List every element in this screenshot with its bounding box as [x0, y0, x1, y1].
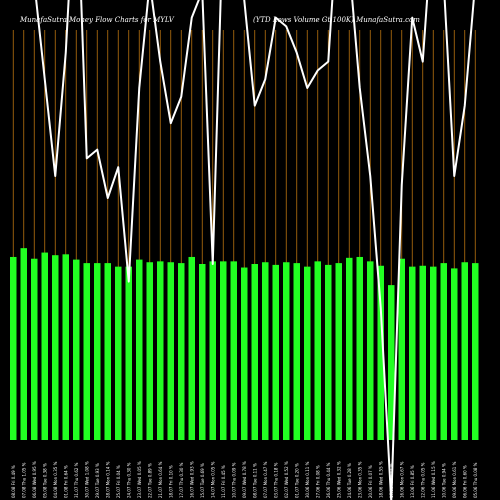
volume-bar — [199, 264, 206, 440]
volume-bar — [188, 256, 195, 440]
volume-bar — [125, 266, 132, 440]
x-axis-tick-labels: 08.08 Fri 0.49 % 07.08 Thu 1.05 % 06.08 We… — [11, 461, 478, 498]
volume-bar — [115, 266, 122, 440]
x-tick-label: 24.07 Thu 0.30 % — [126, 462, 131, 498]
x-tick-label: 28.07 Mon 0.14 % — [105, 461, 110, 498]
x-tick-label: 31.07 Thu 0.62 % — [74, 462, 79, 498]
x-tick-label: 16.06 Mon 0.67 % — [399, 461, 404, 498]
volume-bar — [419, 265, 426, 440]
x-tick-label: 05.06 Thu 0.08 % — [473, 462, 478, 498]
volume-bar — [104, 263, 111, 440]
x-tick-label: 14.07 Mon 0.05 % — [210, 461, 215, 498]
x-tick-label: 25.06 Wed 0.32 % — [336, 461, 341, 498]
x-tick-label: 18.06 Wed 0.55 % — [378, 461, 383, 498]
x-tick-label: 20.06 Fri 0.07 % — [368, 465, 373, 498]
x-tick-label: 09.06 Mon 0.61 % — [452, 461, 457, 498]
volume-bar — [461, 262, 468, 440]
volume-bar — [430, 266, 437, 440]
volume-bar — [146, 262, 153, 440]
volume-bar — [230, 261, 237, 440]
x-tick-label: 07.08 Thu 1.05 % — [21, 462, 26, 498]
x-tick-label: 24.06 Tue 0.28 % — [347, 463, 352, 498]
volume-bar — [293, 263, 300, 440]
volume-bar — [335, 263, 342, 440]
volume-bar — [20, 248, 27, 440]
volume-bar — [178, 263, 185, 440]
x-tick-label: 08.08 Fri 0.49 % — [11, 465, 16, 498]
x-tick-label: 06.06 Fri 0.60 % — [462, 465, 467, 498]
x-tick-label: 18.07 Fri 0.10 % — [168, 465, 173, 498]
volume-bar — [220, 261, 227, 440]
volume-bars — [10, 248, 479, 440]
volume-bar — [251, 264, 258, 440]
x-tick-label: 23.06 Mon 0.35 % — [357, 461, 362, 498]
x-tick-label: 06.08 Wed 0.95 % — [32, 461, 37, 498]
volume-bar — [241, 267, 248, 440]
x-tick-label: 15.07 Tue 0.69 % — [200, 463, 205, 498]
volume-bar — [440, 263, 447, 440]
volume-bar — [272, 264, 279, 440]
volume-bar — [325, 264, 332, 440]
volume-bar — [136, 259, 143, 440]
volume-bar — [94, 263, 101, 440]
volume-bar — [31, 258, 38, 440]
price-line — [35, 0, 475, 500]
volume-bar — [52, 255, 59, 440]
x-tick-label: 05.08 Tue 0.38 % — [42, 463, 47, 498]
chart-title-left: MunafaSutra Money Flow Charts for MYLV — [19, 16, 175, 24]
volume-bar — [409, 266, 416, 440]
volume-bar — [451, 268, 458, 440]
x-tick-label: 30.06 Mon 0.11 % — [305, 461, 310, 498]
x-tick-label: 09.07 Wed 0.78 % — [242, 461, 247, 498]
x-tick-label: 27.06 Fri 0.08 % — [315, 465, 320, 498]
volume-bar — [388, 285, 395, 440]
x-tick-label: 01.08 Fri 0.64 % — [63, 465, 68, 498]
x-tick-label: 07.07 Mon 0.47 % — [263, 461, 268, 498]
volume-bar — [398, 258, 405, 440]
x-tick-label: 11.07 Fri 0.45 % — [221, 465, 226, 498]
x-tick-label: 29.07 Tue 0.93 % — [95, 463, 100, 498]
x-tick-label: 13.06 Fri 0.85 % — [410, 465, 415, 498]
x-tick-label: 08.07 Tue 0.11 % — [252, 463, 257, 498]
volume-bar — [10, 256, 17, 440]
volume-bar — [41, 252, 48, 440]
x-tick-label: 16.07 Wed 0.93 % — [189, 461, 194, 498]
volume-bar — [262, 262, 269, 440]
x-tick-label: 26.06 Thu 0.44 % — [326, 462, 331, 498]
x-tick-label: 17.07 Thu 0.30 % — [179, 462, 184, 498]
volume-bar — [367, 261, 374, 440]
x-tick-label: 03.07 Thu 0.18 % — [273, 462, 278, 498]
volume-bar — [83, 263, 90, 440]
volume-bar — [167, 262, 174, 440]
volume-bar — [304, 266, 311, 440]
volume-bar — [472, 263, 479, 440]
x-tick-label: 21.07 Mon 0.64 % — [158, 461, 163, 498]
x-tick-label: 25.07 Fri 0.04 % — [116, 465, 121, 498]
volume-bar — [283, 262, 290, 440]
volume-bar — [346, 257, 353, 440]
x-tick-label: 12.06 Thu 0.05 % — [420, 462, 425, 498]
x-tick-label: 22.07 Tue 0.89 % — [147, 463, 152, 498]
volume-bar — [62, 254, 69, 440]
chart-title-right: (YTD Lows Volume Gt 100K) MunafaSutra.co… — [253, 16, 420, 24]
volume-bar — [157, 261, 164, 440]
x-tick-label: 23.07 Wed 0.05 % — [137, 461, 142, 498]
x-tick-label: 17.06 Tue 0.11 % — [389, 463, 394, 498]
volume-bar — [314, 261, 321, 440]
x-tick-label: 30.07 Wed 1.08 % — [84, 461, 89, 498]
x-tick-label: 04.08 Mon 0.35 % — [53, 461, 58, 498]
x-tick-label: 02.07 Wed 0.52 % — [284, 461, 289, 498]
x-tick-label: 10.06 Tue 0.94 % — [441, 463, 446, 498]
volume-bar — [377, 265, 384, 440]
volume-bar — [209, 261, 216, 440]
x-tick-label: 10.07 Thu 0.09 % — [231, 462, 236, 498]
x-tick-label: 11.06 Wed 0.15 % — [431, 461, 436, 498]
price-line-path — [35, 0, 475, 500]
volume-bar — [73, 259, 80, 440]
x-tick-label: 01.07 Tue 0.20 % — [294, 463, 299, 498]
volume-bar — [356, 256, 363, 440]
